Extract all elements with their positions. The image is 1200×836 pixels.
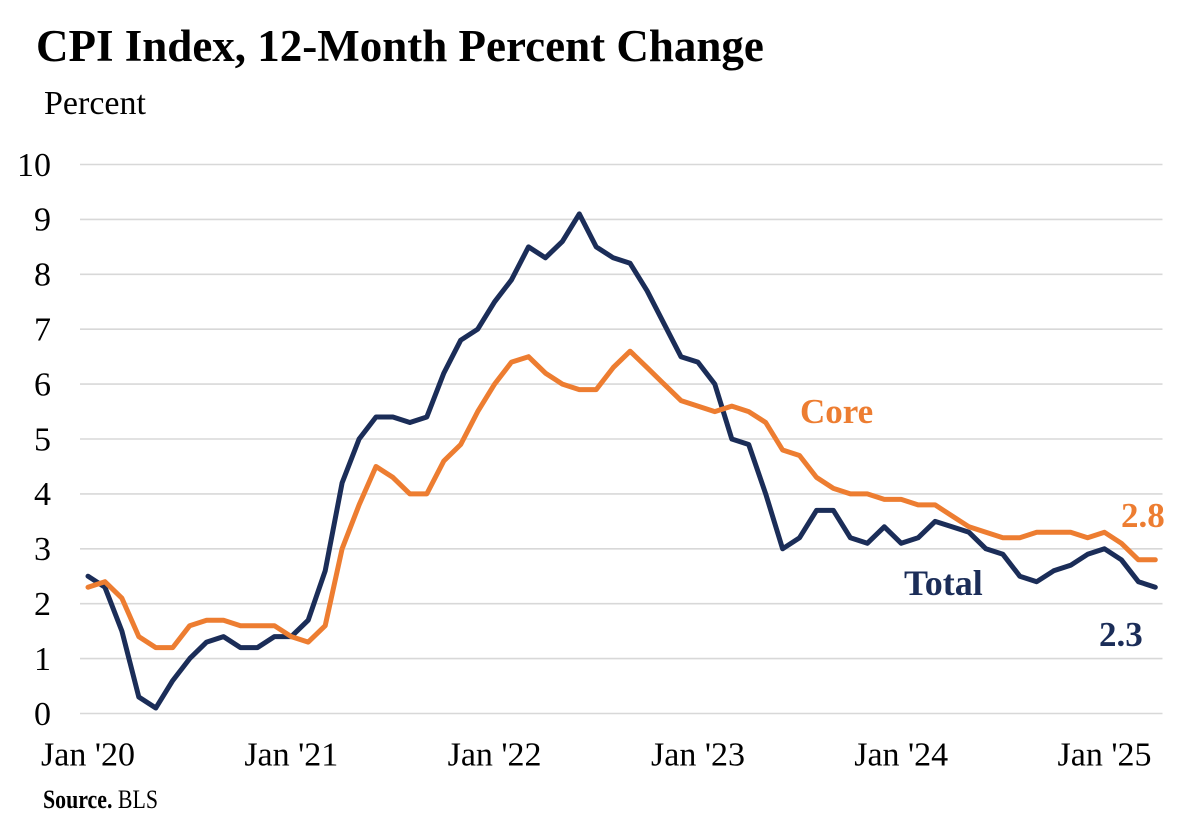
svg-text:1: 1 xyxy=(34,641,51,678)
svg-text:7: 7 xyxy=(34,312,51,349)
svg-text:3: 3 xyxy=(34,531,51,568)
svg-text:Jan '20: Jan '20 xyxy=(41,737,135,774)
svg-text:4: 4 xyxy=(34,476,51,513)
svg-text:Jan '22: Jan '22 xyxy=(448,737,542,774)
svg-text:Jan '25: Jan '25 xyxy=(1058,737,1152,774)
svg-text:Percent: Percent xyxy=(44,85,147,122)
svg-text:2.3: 2.3 xyxy=(1099,615,1143,654)
svg-text:Source. BLS: Source. BLS xyxy=(43,785,158,814)
svg-text:Jan '23: Jan '23 xyxy=(651,737,745,774)
svg-text:Jan '24: Jan '24 xyxy=(854,737,948,774)
svg-text:2: 2 xyxy=(34,586,51,623)
svg-text:0: 0 xyxy=(34,696,51,733)
svg-text:Jan '21: Jan '21 xyxy=(244,737,338,774)
svg-text:8: 8 xyxy=(34,257,51,294)
svg-text:9: 9 xyxy=(34,202,51,239)
svg-text:5: 5 xyxy=(34,421,51,458)
svg-text:10: 10 xyxy=(17,147,51,184)
svg-text:Core: Core xyxy=(800,392,873,431)
svg-text:2.8: 2.8 xyxy=(1121,496,1165,535)
svg-text:Total: Total xyxy=(904,563,983,603)
svg-text:6: 6 xyxy=(34,366,51,403)
svg-text:CPI Index, 12-Month Percent Ch: CPI Index, 12-Month Percent Change xyxy=(36,21,764,71)
